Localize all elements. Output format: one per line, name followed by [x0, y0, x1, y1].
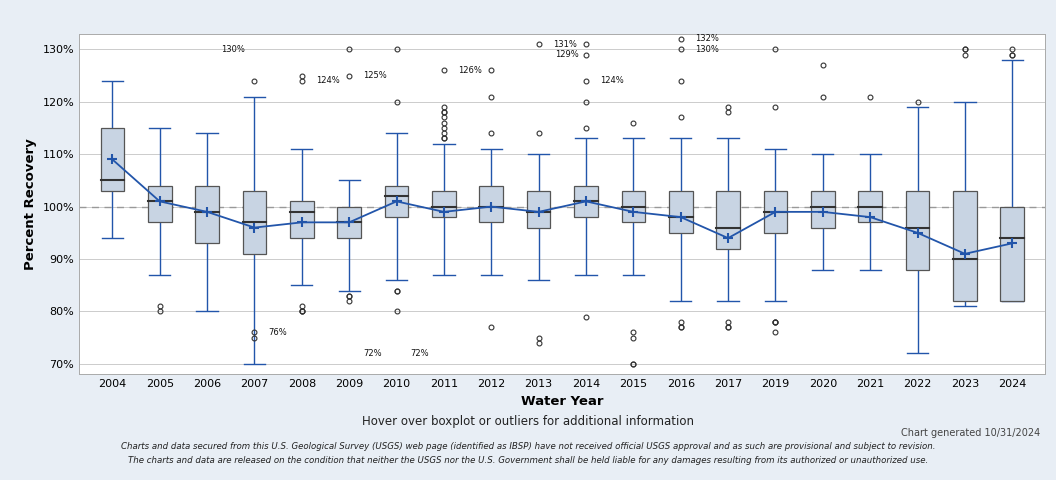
Bar — [290, 202, 314, 238]
Bar — [243, 191, 266, 254]
Bar — [479, 186, 503, 222]
Bar — [337, 206, 361, 238]
Bar — [384, 186, 409, 217]
Text: Chart generated 10/31/2024: Chart generated 10/31/2024 — [901, 428, 1040, 438]
Text: 72%: 72% — [363, 349, 382, 358]
Bar — [148, 186, 171, 222]
Bar — [859, 191, 882, 222]
Text: Charts and data secured from this U.S. Geological Survey (USGS) web page (identi: Charts and data secured from this U.S. G… — [120, 442, 936, 451]
Text: 132%: 132% — [695, 35, 719, 43]
Text: 126%: 126% — [458, 66, 482, 75]
Bar — [906, 191, 929, 270]
Text: 130%: 130% — [222, 45, 245, 54]
Bar — [954, 191, 977, 301]
Bar — [763, 191, 788, 233]
Text: The charts and data are released on the condition that neither the USGS nor the : The charts and data are released on the … — [128, 456, 928, 465]
Bar — [811, 191, 834, 228]
Bar — [622, 191, 645, 222]
Text: 76%: 76% — [268, 328, 287, 337]
Bar — [574, 186, 598, 217]
Text: 124%: 124% — [600, 76, 624, 85]
Y-axis label: Percent Recovery: Percent Recovery — [24, 138, 37, 270]
Bar — [1000, 206, 1024, 301]
Text: 129%: 129% — [555, 50, 579, 59]
Text: 131%: 131% — [553, 39, 577, 48]
Text: Hover over boxplot or outliers for additional information: Hover over boxplot or outliers for addit… — [362, 415, 694, 428]
Bar — [195, 186, 219, 243]
Bar — [527, 191, 550, 228]
Text: 130%: 130% — [695, 45, 719, 54]
X-axis label: Water Year: Water Year — [521, 395, 604, 408]
Bar — [100, 128, 125, 191]
Text: 125%: 125% — [363, 71, 388, 80]
Bar — [668, 191, 693, 233]
Bar — [432, 191, 456, 217]
Bar — [716, 191, 740, 249]
Text: 72%: 72% — [411, 349, 430, 358]
Text: 124%: 124% — [316, 76, 340, 85]
